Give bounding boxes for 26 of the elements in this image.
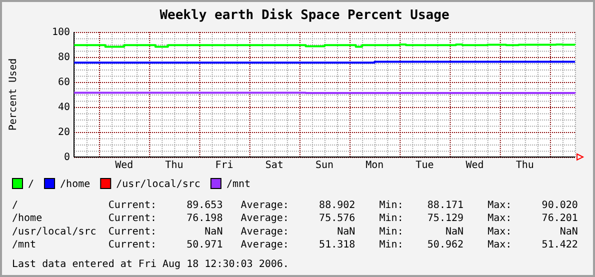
x-tick-label: Wed bbox=[466, 160, 484, 172]
y-tick-label: 80 bbox=[58, 52, 70, 64]
text: /mnt Current: 50.971 Average: 51.318 Min: 50.962 Max: 51.422 bbox=[12, 240, 578, 251]
text: /usr/local/src Current: NaN Average: NaN Min: NaN Max: NaN bbox=[12, 226, 578, 238]
y-tick-label: 60 bbox=[58, 77, 70, 88]
y-tick-label: 20 bbox=[58, 127, 70, 138]
x-tick-label: Fri bbox=[215, 160, 234, 172]
legend-label: /home bbox=[60, 179, 90, 190]
x-tick-label: Sat bbox=[265, 160, 284, 172]
y-tick-label: 40 bbox=[58, 102, 70, 114]
text: / Current: 89.653 Average: 88.902 Min: 88.171 Max: 90.020 bbox=[12, 200, 578, 211]
x-tick-label: Tue bbox=[416, 160, 434, 172]
x-tick-label: Thu bbox=[165, 160, 184, 172]
legend-label: / bbox=[28, 179, 34, 190]
x-tick-label: Thu bbox=[516, 160, 534, 172]
legend-label: /mnt bbox=[226, 179, 251, 190]
text: /home Current: 76.198 Average: 75.576 Min: 75.129 Max: 76.201 bbox=[12, 213, 578, 224]
y-tick-label: 0 bbox=[64, 152, 70, 164]
text: Last data entered at Fri Aug 18 12:30:03 2006. bbox=[12, 259, 289, 270]
x-tick-label: Wed bbox=[115, 160, 134, 172]
chart-title: Weekly earth Disk Space Percent Usage bbox=[160, 8, 450, 23]
x-tick-label: Sun bbox=[315, 160, 334, 172]
legend-label: /usr/local/src bbox=[116, 179, 200, 190]
y-axis-title: Percent Used bbox=[8, 58, 19, 131]
x-tick-label: Mon bbox=[366, 160, 384, 172]
y-tick-label: 100 bbox=[52, 27, 70, 38]
